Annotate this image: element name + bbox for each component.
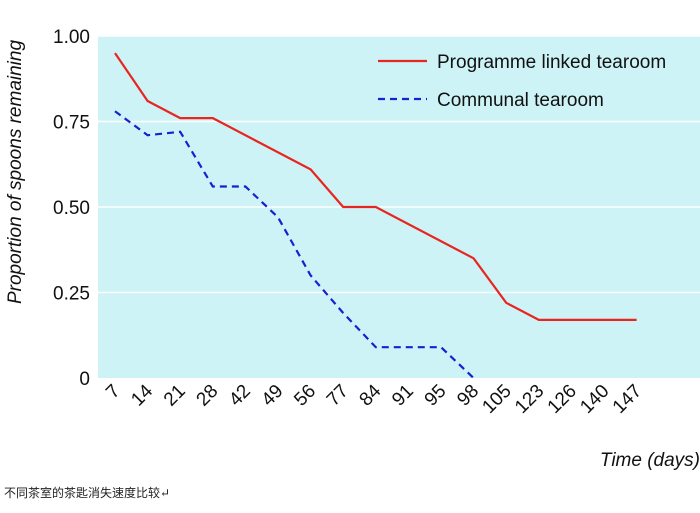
x-tick-label: 49 — [258, 381, 288, 411]
x-axis-title: Time (days) — [600, 450, 700, 471]
legend-label-communal: Communal tearoom — [437, 90, 604, 111]
series-lines — [114, 52, 637, 379]
x-tick-label: 140 — [576, 381, 613, 418]
x-tick-label: 77 — [323, 381, 353, 411]
x-tick-label: 123 — [511, 381, 548, 418]
y-tick-label: 0.75 — [53, 113, 90, 134]
y-tick-label: 0.50 — [53, 198, 90, 219]
y-axis-title: Proportion of spoons remaining — [5, 40, 26, 304]
x-tick-label: 84 — [356, 380, 386, 410]
legend: Programme linked tearoom Communal tearoo… — [378, 52, 666, 111]
y-tick-label: 0.25 — [53, 284, 90, 305]
y-axis-ticks: 1.00 0.75 0.50 0.25 0 — [53, 27, 90, 390]
gridlines — [98, 35, 700, 294]
x-tick-label: 14 — [127, 380, 157, 410]
series-line-communal — [114, 110, 475, 379]
y-tick-label: 1.00 — [53, 27, 90, 48]
legend-label-programme: Programme linked tearoom — [437, 52, 666, 73]
x-tick-label: 147 — [609, 381, 646, 418]
x-tick-label: 105 — [478, 381, 515, 418]
x-tick-label: 42 — [225, 381, 255, 411]
series-line-programme — [114, 52, 637, 321]
x-tick-label: 126 — [544, 381, 581, 418]
x-tick-label: 95 — [421, 381, 451, 411]
x-tick-label: 98 — [453, 381, 483, 411]
x-tick-label: 56 — [290, 381, 320, 411]
x-tick-label: 21 — [160, 381, 190, 411]
x-tick-label: 7 — [102, 381, 124, 403]
y-tick-label: 0 — [79, 369, 90, 390]
x-tick-label: 91 — [388, 381, 418, 411]
figure-caption: 不同茶室的茶匙消失速度比较↵ — [4, 486, 171, 500]
x-tick-label: 28 — [193, 381, 223, 411]
